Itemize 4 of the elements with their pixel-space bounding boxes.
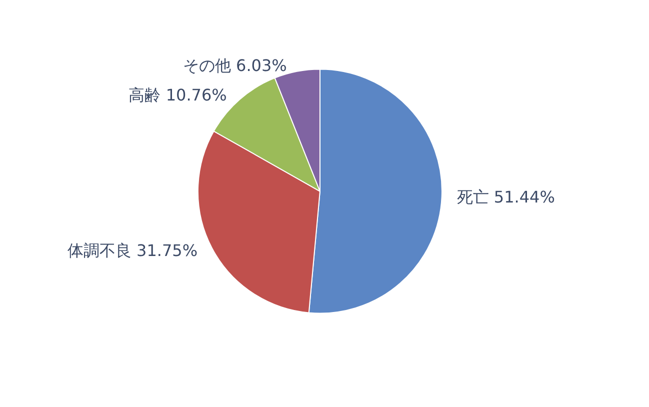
slice-label: その他 6.03% xyxy=(182,56,287,76)
slice-label: 高齢 10.76% xyxy=(128,85,227,104)
slice-label: 体調不良 31.75% xyxy=(67,241,198,260)
slice-label: 死亡 51.44% xyxy=(456,188,555,207)
